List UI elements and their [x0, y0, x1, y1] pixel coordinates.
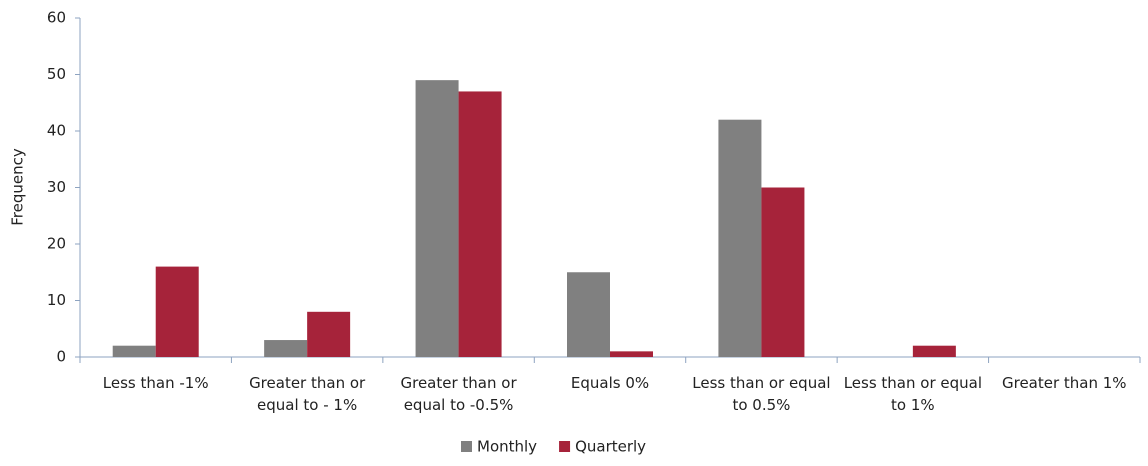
bar	[307, 311, 351, 357]
y-axis-label: Frequency	[9, 148, 27, 226]
x-tick-label: Less than or equal to 1%	[843, 374, 982, 414]
legend-swatch	[559, 441, 571, 452]
bar	[155, 266, 199, 357]
y-tick-label: 20	[47, 235, 66, 253]
y-tick-label: 0	[56, 348, 66, 366]
x-tick-label: Less than -1%	[102, 374, 209, 392]
x-tick-label: Greater than 1%	[1001, 374, 1127, 392]
bar	[567, 272, 610, 357]
y-tick-label: 60	[47, 9, 66, 27]
y-tick-label: 50	[47, 65, 66, 83]
y-tick-label: 30	[47, 178, 66, 196]
bar	[264, 340, 308, 357]
x-tick-label: Equals 0%	[570, 374, 650, 392]
legend-label: Quarterly	[575, 438, 646, 456]
legend-label: Monthly	[477, 438, 537, 456]
bar	[912, 345, 956, 357]
x-tick-label: Greater than or equal to -0.5%	[400, 374, 517, 414]
y-tick-label: 10	[47, 291, 66, 309]
bar	[458, 91, 502, 357]
bar	[610, 351, 653, 357]
bar	[112, 345, 156, 357]
x-tick-label: Less than or equal to 0.5%	[692, 374, 831, 414]
bar	[718, 119, 762, 357]
legend-swatch	[461, 441, 472, 452]
x-tick-label: Greater than or equal to - 1%	[249, 374, 366, 414]
bar	[761, 187, 805, 357]
bar	[415, 80, 459, 358]
y-tick-label: 40	[47, 122, 66, 140]
